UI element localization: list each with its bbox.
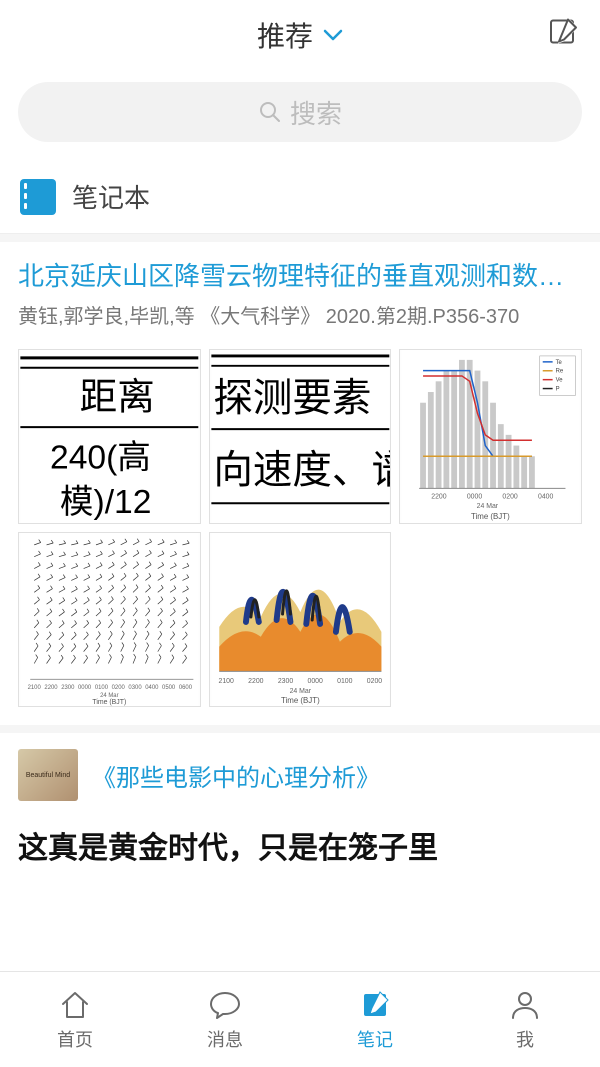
svg-text:0300: 0300: [128, 686, 142, 692]
article-title: 北京延庆山区降雪云物理特征的垂直观测和数值模拟...: [18, 258, 582, 294]
profile-icon: [508, 988, 542, 1022]
svg-text:0400: 0400: [145, 686, 159, 692]
book-headline: 这真是黄金时代，只是在笼子里: [18, 823, 582, 867]
svg-text:0000: 0000: [307, 679, 323, 686]
nav-label: 我: [516, 1026, 534, 1052]
search-icon: [258, 100, 282, 124]
svg-text:Time (BJT): Time (BJT): [471, 512, 510, 521]
search-placeholder: 搜索: [290, 94, 342, 131]
svg-text:0200: 0200: [112, 686, 126, 692]
notebook-row[interactable]: 笔记本: [0, 160, 600, 234]
nav-label: 消息: [207, 1026, 243, 1052]
book-cover-icon: Beautiful Mind: [18, 749, 78, 801]
nav-home[interactable]: 首页: [0, 972, 150, 1067]
nav-messages[interactable]: 消息: [150, 972, 300, 1067]
svg-text:Ve: Ve: [556, 378, 564, 384]
svg-text:Time (BJT): Time (BJT): [92, 699, 126, 706]
search-container: 搜索: [0, 70, 600, 160]
svg-text:0200: 0200: [503, 494, 519, 501]
svg-text:0400: 0400: [538, 494, 554, 501]
home-icon: [58, 988, 92, 1022]
svg-text:0000: 0000: [467, 494, 483, 501]
thumbnail-grid: 距离 240(高 模)/12 探测要素 向速度、谱: [18, 349, 582, 707]
svg-text:Te: Te: [556, 360, 563, 366]
thumbnail-4[interactable]: 2100220023000000010002000300040005000600…: [18, 532, 201, 707]
svg-text:探测要素: 探测要素: [213, 377, 371, 421]
svg-text:2200: 2200: [248, 679, 264, 686]
notebook-icon: [20, 179, 56, 215]
nav-label: 笔记: [357, 1026, 393, 1052]
bottom-nav: 首页 消息 笔记 我: [0, 971, 600, 1067]
nav-label: 首页: [57, 1026, 93, 1052]
book-title: 《那些电影中的心理分析》: [92, 758, 380, 793]
svg-text:2100: 2100: [28, 686, 42, 692]
svg-text:距离: 距离: [80, 376, 155, 418]
thumbnail-3[interactable]: Te Re Ve P 2200 0000 0200 0400 24 MarTime (BJT): [399, 349, 582, 524]
svg-text:0600: 0600: [179, 686, 193, 692]
thumbnail-2[interactable]: 探测要素 向速度、谱: [209, 349, 392, 524]
svg-text:Re: Re: [556, 369, 564, 375]
thumbnail-1[interactable]: 距离 240(高 模)/12: [18, 349, 201, 524]
article-meta: 黄钰,郭学良,毕凯,等 《大气科学》 2020.第2期.P356-370: [18, 300, 582, 329]
svg-text:24 Mar: 24 Mar: [289, 689, 311, 696]
compose-icon: [548, 18, 578, 48]
message-icon: [208, 988, 242, 1022]
notes-icon: [358, 988, 392, 1022]
svg-text:0500: 0500: [162, 686, 176, 692]
thumbnail-5[interactable]: 2100 2200 2300 0000 0100 0200 24 MarTime (BJT): [209, 532, 392, 707]
nav-notes[interactable]: 笔记: [300, 972, 450, 1067]
article-card[interactable]: 北京延庆山区降雪云物理特征的垂直观测和数值模拟... 黄钰,郭学良,毕凯,等 《…: [0, 242, 600, 725]
chevron-down-icon: [323, 25, 343, 46]
svg-text:2100: 2100: [218, 679, 234, 686]
svg-text:2300: 2300: [61, 686, 75, 692]
svg-text:0200: 0200: [366, 679, 382, 686]
svg-text:0100: 0100: [337, 679, 353, 686]
svg-text:240(高: 240(高: [50, 439, 151, 477]
book-card[interactable]: Beautiful Mind 《那些电影中的心理分析》 这真是黄金时代，只是在笼…: [0, 733, 600, 883]
compose-button[interactable]: [548, 18, 578, 53]
nav-me[interactable]: 我: [450, 972, 600, 1067]
notebook-label: 笔记本: [72, 178, 150, 215]
book-row: Beautiful Mind 《那些电影中的心理分析》: [18, 749, 582, 801]
svg-text:0100: 0100: [95, 686, 109, 692]
thumbnail-empty: [399, 532, 582, 707]
svg-text:模)/12: 模)/12: [60, 484, 152, 522]
header-title-text: 推荐: [257, 15, 313, 55]
svg-text:2200: 2200: [432, 494, 448, 501]
header-dropdown[interactable]: 推荐: [257, 15, 343, 55]
svg-text:24 Mar: 24 Mar: [477, 504, 499, 511]
divider: [0, 725, 600, 733]
svg-text:P: P: [556, 387, 560, 393]
svg-text:向速度、谱: 向速度、谱: [213, 449, 390, 493]
svg-text:Time (BJT): Time (BJT): [281, 696, 320, 705]
svg-text:2300: 2300: [277, 679, 293, 686]
svg-text:2200: 2200: [44, 686, 58, 692]
header: 推荐: [0, 0, 600, 70]
search-input[interactable]: 搜索: [18, 82, 582, 142]
svg-text:0000: 0000: [78, 686, 92, 692]
divider: [0, 234, 600, 242]
